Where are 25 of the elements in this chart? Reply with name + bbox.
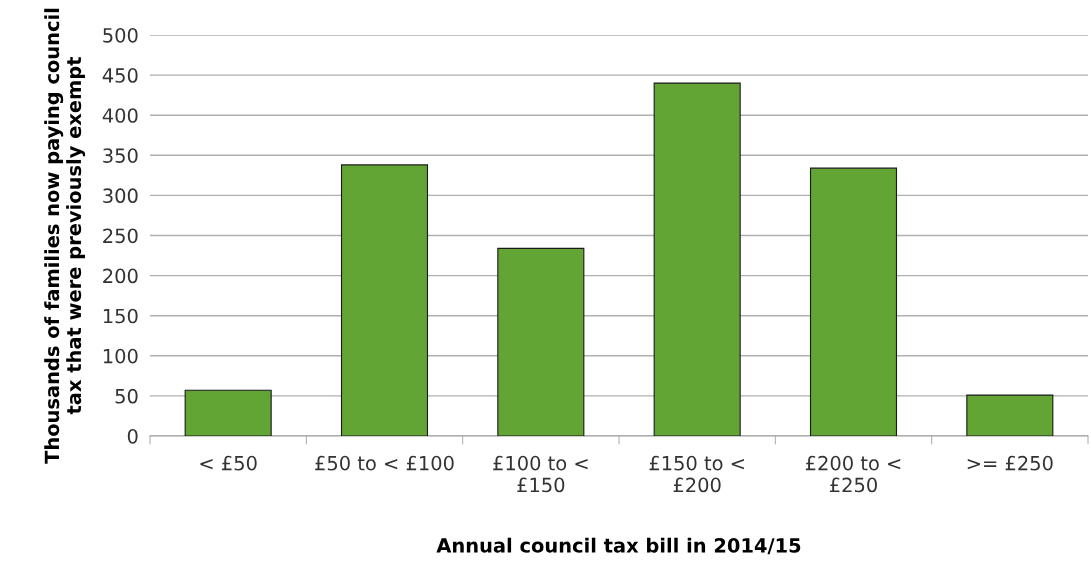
y-tick-label: 300 xyxy=(103,188,138,204)
y-axis-title: Thousands of families now paying council tax that were previously exempt xyxy=(44,8,86,464)
bar xyxy=(809,167,898,436)
x-tick-label: £200 to < £250 xyxy=(805,455,901,493)
bar xyxy=(653,82,741,436)
y-tick-label: 200 xyxy=(103,268,138,284)
y-tick-label: 350 xyxy=(103,148,138,163)
y-tick-label: 50 xyxy=(115,388,138,404)
x-tick-label: £100 to < £150 xyxy=(493,455,588,493)
x-tick-label: £150 to < £200 xyxy=(649,455,744,493)
y-tick-label: 150 xyxy=(103,308,138,324)
y-tick-label: 100 xyxy=(103,348,138,364)
y-tick-label: 250 xyxy=(103,228,138,244)
bar xyxy=(497,247,585,436)
y-tick-label: 450 xyxy=(102,68,138,83)
x-axis-title: Annual council tax bill in 2014/15 xyxy=(436,537,801,555)
y-tick-label: 400 xyxy=(102,108,138,123)
y-tick-label: 0 xyxy=(127,428,138,444)
y-tick-label: 500 xyxy=(103,27,138,43)
bar xyxy=(966,394,1054,436)
bar xyxy=(184,389,272,436)
x-tick-label: £50 to < £100 xyxy=(315,455,454,471)
bar xyxy=(340,164,429,436)
x-tick-label: >= £250 xyxy=(967,455,1053,471)
x-tick-label: < £50 xyxy=(200,455,257,471)
